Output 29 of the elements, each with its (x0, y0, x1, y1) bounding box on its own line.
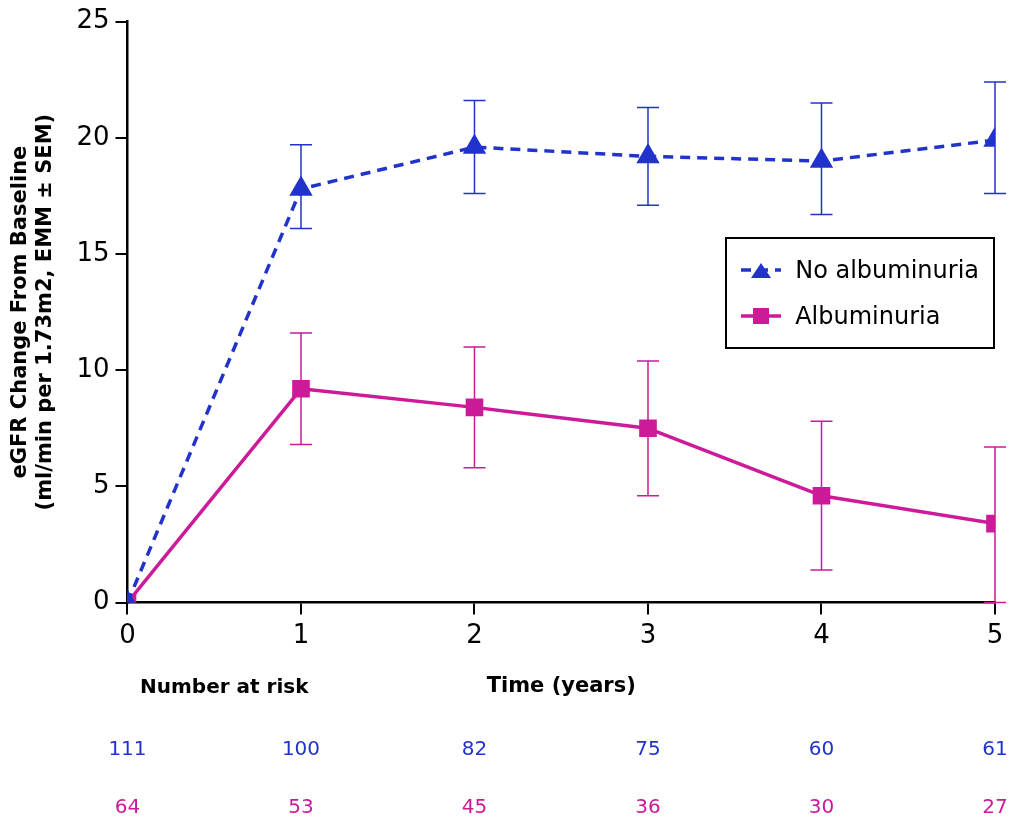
y-tick-label: 20 (76, 120, 110, 151)
text: 53 (288, 794, 314, 819)
x-tick-label: 3 (639, 618, 657, 649)
text: 82 (461, 736, 488, 761)
y-tick-label: 10 (76, 352, 110, 383)
y-tick-label: 0 (92, 585, 110, 616)
text: 60 (808, 736, 835, 761)
text: 64 (114, 794, 141, 819)
text: 27 (982, 794, 1008, 819)
text: 75 (635, 736, 661, 761)
x-tick-label: 2 (466, 618, 483, 649)
x-tick-label: 0 (119, 618, 136, 649)
x-tick-label: 4 (813, 618, 830, 649)
legend-label: Albuminuria (795, 301, 941, 330)
text: 45 (461, 794, 488, 819)
text: 61 (982, 736, 1008, 761)
x-axis-title: Time (years) (486, 672, 636, 697)
y-axis-title: eGFR Change From Baseline (ml/min per 1.73m2, EMM ± SEM) (7, 113, 57, 511)
legend-label: No albuminuria (795, 255, 979, 284)
text: 30 (808, 794, 835, 819)
text: 111 (108, 736, 147, 761)
y-tick-label: 15 (76, 236, 110, 267)
text: 100 (281, 736, 321, 761)
text: Number at risk (140, 674, 310, 699)
x-tick-label: 5 (986, 618, 1004, 649)
y-tick-label: 25 (76, 4, 110, 35)
y-tick-label: 5 (92, 469, 110, 500)
text: 36 (635, 794, 661, 819)
x-tick-label: 1 (292, 618, 310, 649)
